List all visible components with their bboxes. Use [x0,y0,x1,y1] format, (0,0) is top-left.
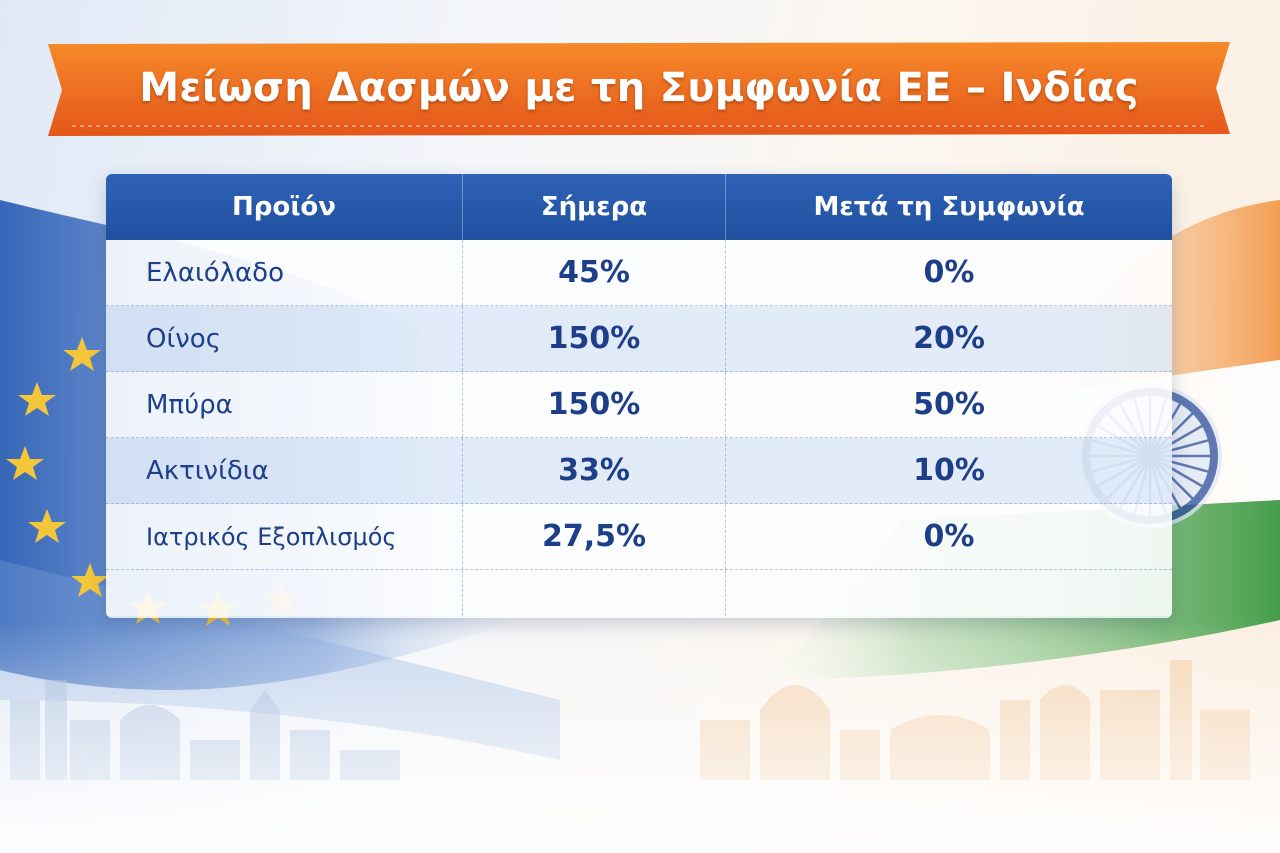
table-header: Προϊόν Σήμερα Μετά τη Συμφωνία [106,174,1172,240]
today-cell: 27,5% [463,504,726,569]
product-cell: Ελαιόλαδο [106,240,463,305]
product-cell: Μπύρα [106,372,463,437]
after-cell: 50% [913,387,985,422]
header-after: Μετά τη Συμφωνία [813,192,1085,222]
today-cell: 150% [463,372,726,437]
empty-cell [463,570,726,616]
empty-cell [726,570,1172,616]
after-cell: 10% [913,453,985,488]
after-cell: 0% [923,519,975,554]
table-row: Ελαιόλαδο 45% 0% [106,240,1172,306]
table-row: Ακτινίδια 33% 10% [106,438,1172,504]
header-today: Σήμερα [463,174,726,240]
table-empty-row [106,570,1172,616]
product-cell: Οίνος [106,306,463,371]
today-cell: 150% [463,306,726,371]
table-row: Ιατρικός Εξοπλισμός 27,5% 0% [106,504,1172,570]
header-product: Προϊόν [106,174,463,240]
tariff-table: Προϊόν Σήμερα Μετά τη Συμφωνία Ελαιόλαδο… [106,174,1172,618]
after-cell: 0% [923,255,975,290]
today-cell: 33% [463,438,726,503]
banner-ribbon [48,42,1230,136]
today-cell: 45% [463,240,726,305]
title-banner: Μείωση Δασμών με τη Συμφωνία ΕΕ – Ινδίας [48,42,1230,136]
product-cell: Ακτινίδια [106,438,463,503]
table-row: Οίνος 150% 20% [106,306,1172,372]
after-cell: 20% [913,321,985,356]
product-cell: Ιατρικός Εξοπλισμός [106,504,463,569]
empty-cell [106,570,463,616]
page-title: Μείωση Δασμών με τη Συμφωνία ΕΕ – Ινδίας [139,65,1139,111]
table-row: Μπύρα 150% 50% [106,372,1172,438]
